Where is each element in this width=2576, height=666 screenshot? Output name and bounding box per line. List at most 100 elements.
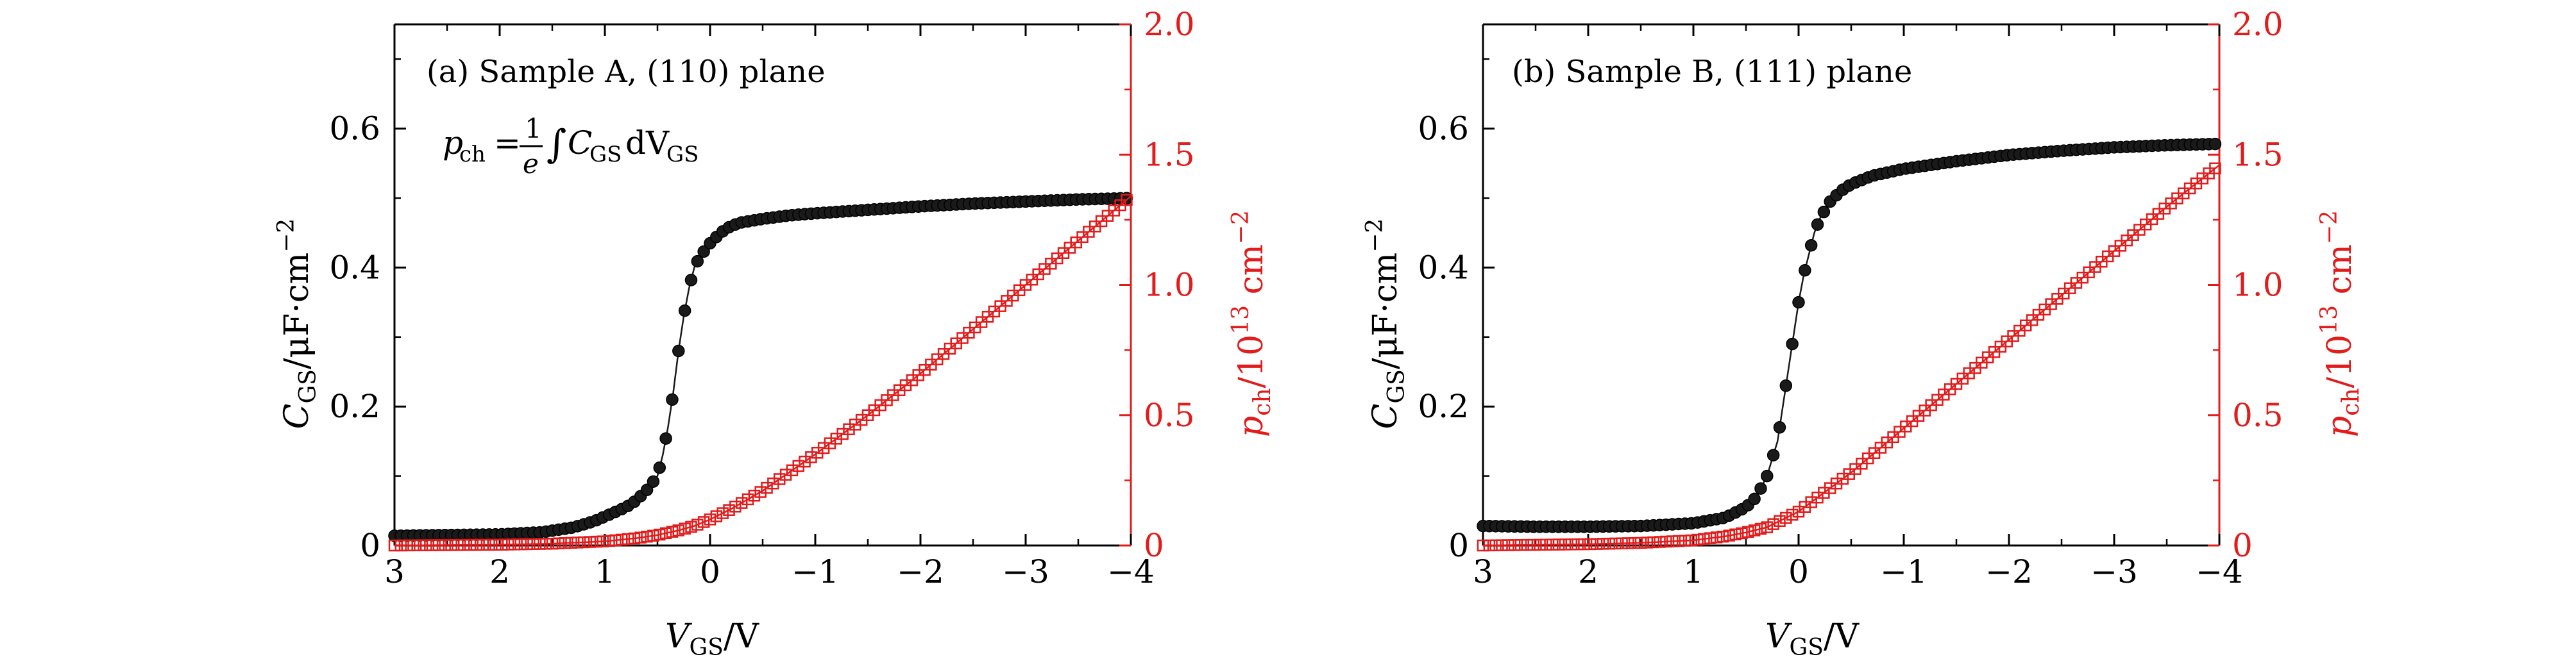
- y-right-tick-label: 1.0: [2232, 267, 2284, 304]
- data-point-pch: [603, 535, 615, 547]
- data-point-pch: [584, 536, 597, 548]
- data-point-pch: [1502, 539, 1514, 551]
- data-point-pch: [521, 538, 533, 551]
- svg-text:CGS/μF·cm−2: CGS/μF·cm−2: [273, 219, 321, 429]
- data-point-pch: [597, 535, 609, 547]
- data-point-pch: [609, 534, 622, 547]
- x-tick-label: 0: [1788, 553, 1809, 590]
- data-point-pch: [1774, 515, 1786, 528]
- y-right-tick-label: 0: [1144, 527, 1164, 564]
- panel-a-xlabel: VGS/V: [665, 617, 760, 661]
- data-point-pch: [1679, 535, 1691, 547]
- data-point-pch: [414, 539, 426, 551]
- data-point-pch: [1552, 538, 1565, 551]
- data-point-pch: [1748, 524, 1761, 537]
- data-point-pch: [477, 538, 489, 551]
- data-point-pch: [1767, 518, 1779, 530]
- data-point-cgs: [1761, 469, 1774, 483]
- data-point-pch: [647, 529, 659, 542]
- data-point-pch: [1704, 532, 1716, 544]
- data-point-pch: [1742, 526, 1754, 538]
- data-point-pch: [754, 486, 767, 498]
- data-point-pch: [1578, 538, 1590, 551]
- data-point-pch: [691, 519, 704, 531]
- data-point-pch: [1508, 539, 1521, 551]
- panel-a-formula: p ch = 1 e ∫ C GS dV GS: [443, 113, 699, 179]
- data-point-pch: [2209, 162, 2221, 174]
- x-tick-label: 1: [595, 553, 615, 590]
- data-point-pch: [697, 516, 710, 528]
- panel-b-plot: 3 2 1 0 −1 −2 −3 −400.20.40.600.51.01.52.0: [1418, 6, 2283, 590]
- data-point-pch: [1540, 538, 1552, 551]
- data-point-pch: [654, 528, 666, 541]
- data-point-pch: [1616, 537, 1628, 549]
- data-point-cgs: [697, 245, 710, 258]
- data-point-pch: [748, 489, 761, 502]
- y-right-tick-label: 1.5: [1144, 136, 1195, 173]
- data-point-pch: [672, 524, 685, 537]
- formula-integral: ∫: [547, 122, 566, 167]
- data-point-pch: [716, 507, 729, 519]
- x-tick-label: 3: [1473, 553, 1493, 590]
- data-point-pch: [1584, 538, 1597, 551]
- x-tick-label: 2: [1578, 553, 1598, 590]
- data-point-pch: [1121, 194, 1133, 206]
- y-left-tick-label: 0.4: [1418, 249, 1469, 286]
- formula-denominator: e: [523, 148, 539, 179]
- data-point-pch: [685, 520, 697, 533]
- data-point-pch: [628, 532, 641, 545]
- data-point-pch: [577, 536, 590, 549]
- data-point-pch: [496, 538, 508, 551]
- data-point-pch: [1780, 512, 1792, 524]
- data-point-pch: [1565, 538, 1578, 551]
- data-point-pch: [1660, 535, 1672, 548]
- data-point-pch: [1622, 537, 1634, 549]
- data-point-cgs: [666, 393, 679, 406]
- data-point-pch: [483, 538, 495, 551]
- data-point-pch: [559, 537, 571, 549]
- data-point-cgs: [1799, 263, 1811, 277]
- data-point-pch: [1496, 539, 1508, 551]
- svg-text:pch/1013 cm−2: pch/1013 cm−2: [1228, 210, 1276, 437]
- panel-a-ylabel-left: CGS/μF·cm−2: [273, 219, 321, 429]
- panel-b-ylabel-right: pch/1013 cm−2: [2316, 210, 2364, 437]
- data-point-pch: [1609, 537, 1622, 550]
- data-point-pch: [1685, 534, 1697, 547]
- data-point-pch: [508, 538, 521, 551]
- y-left-tick-label: 0.6: [329, 110, 380, 147]
- data-point-pch: [464, 538, 477, 551]
- data-point-pch: [1489, 539, 1502, 552]
- panel-b-ylabel-left: CGS/μF·cm−2: [1362, 219, 1410, 429]
- data-point-cgs: [678, 304, 691, 317]
- data-point-pch: [615, 533, 628, 546]
- data-point-pch: [1698, 533, 1710, 545]
- data-point-pch: [565, 537, 577, 549]
- data-point-pch: [1534, 538, 1546, 551]
- data-point-cgs: [1817, 205, 1831, 219]
- data-point-pch: [470, 538, 483, 551]
- y-left-tick-label: 0.2: [329, 388, 380, 425]
- panel-a-ylabel-right: pch/1013 cm−2: [1228, 210, 1276, 437]
- data-point-pch: [729, 501, 741, 513]
- data-point-pch: [1628, 537, 1641, 549]
- data-point-pch: [666, 526, 679, 538]
- data-point-pch: [527, 538, 539, 550]
- panel-a: (a) Sample A, (110) plane p ch = 1 e ∫ C…: [273, 6, 1276, 661]
- data-point-cgs: [640, 483, 654, 497]
- data-point-pch: [1729, 528, 1741, 540]
- x-tick-label: −2: [897, 553, 944, 590]
- formula-c-sub: GS: [589, 142, 622, 167]
- data-point-cgs: [653, 461, 666, 474]
- data-point-pch: [388, 539, 401, 552]
- x-tick-label: −3: [2090, 553, 2138, 590]
- data-point-pch: [723, 504, 735, 516]
- x-tick-label: −4: [1107, 553, 1155, 590]
- x-tick-label: −1: [1880, 553, 1928, 590]
- series-line-c_gs: [394, 197, 1131, 537]
- data-point-pch: [1754, 522, 1767, 535]
- formula-numerator: 1: [525, 113, 542, 144]
- data-point-pch: [659, 527, 672, 540]
- data-point-pch: [1666, 535, 1679, 547]
- y-right-tick-label: 0.5: [1144, 397, 1195, 434]
- data-point-pch: [641, 530, 653, 543]
